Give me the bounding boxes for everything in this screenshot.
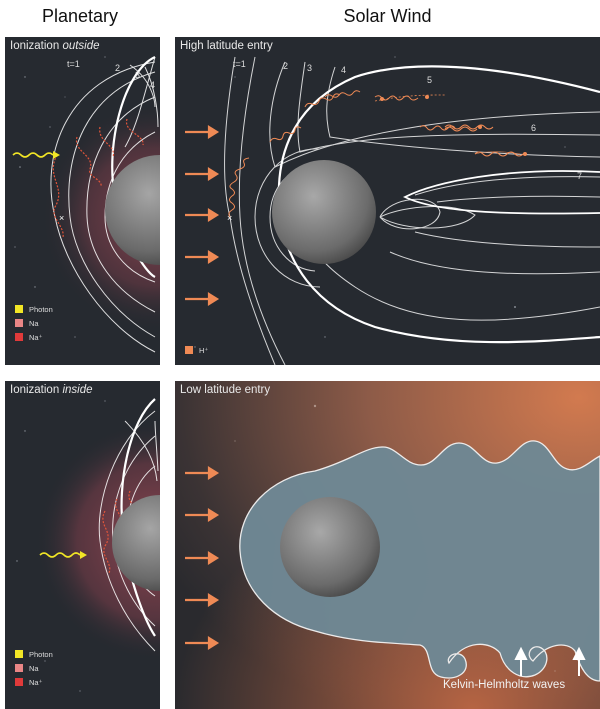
legend-swatch-na-ion bbox=[15, 333, 23, 341]
time-label-6: 6 bbox=[531, 123, 537, 133]
panel-title: Ionization inside bbox=[10, 384, 93, 396]
time-label-3: 3 bbox=[307, 63, 313, 73]
legend-item-na: Na bbox=[15, 661, 53, 675]
magnetotail-boundary-line bbox=[402, 170, 600, 215]
legend-swatch-proton bbox=[185, 346, 193, 354]
time-label-2: 2 bbox=[115, 63, 121, 73]
kh-wave-arrows bbox=[514, 646, 586, 676]
proton-trace-lower-tail bbox=[474, 151, 524, 157]
solar-wind-header: Solar Wind bbox=[343, 6, 432, 26]
low-latitude-diagram bbox=[175, 381, 600, 709]
legend-item-photon: Photon bbox=[15, 302, 53, 316]
panel-ionization-outside: × Ionization outside t=1 2 3 4 Photon Na… bbox=[5, 37, 160, 365]
photon-wave bbox=[12, 152, 54, 158]
mercury-planet bbox=[105, 155, 160, 265]
legend-swatch-na-ion bbox=[15, 678, 23, 686]
legend-swatch-na bbox=[15, 664, 23, 672]
panel-title: High latitude entry bbox=[180, 40, 273, 52]
proton-traces bbox=[228, 90, 478, 218]
legend-swatch-photon bbox=[15, 305, 23, 313]
time-label-4: 4 bbox=[150, 80, 156, 90]
legend-solar-top: H⁺ bbox=[185, 343, 208, 357]
kelvin-helmholtz-label: Kelvin-Helmholtz waves bbox=[443, 679, 566, 691]
legend-swatch-photon bbox=[15, 650, 23, 658]
legend-planetary-top: Photon Na Na⁺ bbox=[15, 302, 53, 344]
ionization-point-marker: × bbox=[227, 213, 232, 223]
mercury-planet bbox=[280, 497, 380, 597]
panel-ionization-inside: Ionization inside Photon Na Na⁺ bbox=[5, 381, 160, 709]
ionization-point-marker: × bbox=[59, 213, 64, 223]
solar-wind-arrows bbox=[185, 125, 220, 306]
panel-title: Low latitude entry bbox=[180, 384, 271, 396]
photon-arrow-head bbox=[53, 151, 60, 159]
legend-planetary-bottom: Photon Na Na⁺ bbox=[15, 647, 53, 689]
time-label-3: 3 bbox=[135, 70, 141, 80]
high-latitude-diagram: × bbox=[185, 56, 600, 365]
mercury-planet bbox=[112, 495, 160, 591]
time-label-1: t=1 bbox=[67, 59, 80, 69]
legend-item-na: Na bbox=[15, 316, 53, 330]
mercury-planet bbox=[272, 160, 376, 264]
time-label-7: 7 bbox=[577, 171, 583, 181]
panel-high-latitude-entry: × High latitude entry t=1 2 3 4 5 6 7 H⁺ bbox=[175, 37, 600, 365]
photon-arrow-head bbox=[80, 551, 87, 559]
legend-swatch-na bbox=[15, 319, 23, 327]
time-label-4: 4 bbox=[341, 65, 347, 75]
planetary-header: Planetary bbox=[41, 6, 119, 26]
time-label-1: t=1 bbox=[233, 59, 246, 69]
ionization-outside-diagram: × bbox=[5, 37, 160, 365]
legend-item-proton: H⁺ bbox=[185, 343, 208, 357]
panel-title: Ionization outside bbox=[10, 40, 100, 52]
legend-item-na-ion: Na⁺ bbox=[15, 330, 53, 344]
legend-item-na-ion: Na⁺ bbox=[15, 675, 53, 689]
proton-trace-mid-tail bbox=[444, 124, 494, 130]
sodium-ion-traces bbox=[52, 118, 144, 238]
time-label-5: 5 bbox=[427, 75, 433, 85]
proton-trace-far-tail bbox=[474, 151, 521, 155]
star-field bbox=[234, 404, 556, 672]
panel-low-latitude-entry: Low latitude entry Kelvin-Helmholtz wave… bbox=[175, 381, 600, 709]
legend-item-photon: Photon bbox=[15, 647, 53, 661]
time-label-2: 2 bbox=[283, 61, 289, 71]
star-field bbox=[194, 56, 566, 348]
photon-wave bbox=[39, 552, 81, 558]
solar-wind-arrows bbox=[185, 466, 220, 650]
proton-trace-endpoints bbox=[380, 95, 527, 156]
ionization-inside-diagram bbox=[5, 381, 160, 709]
